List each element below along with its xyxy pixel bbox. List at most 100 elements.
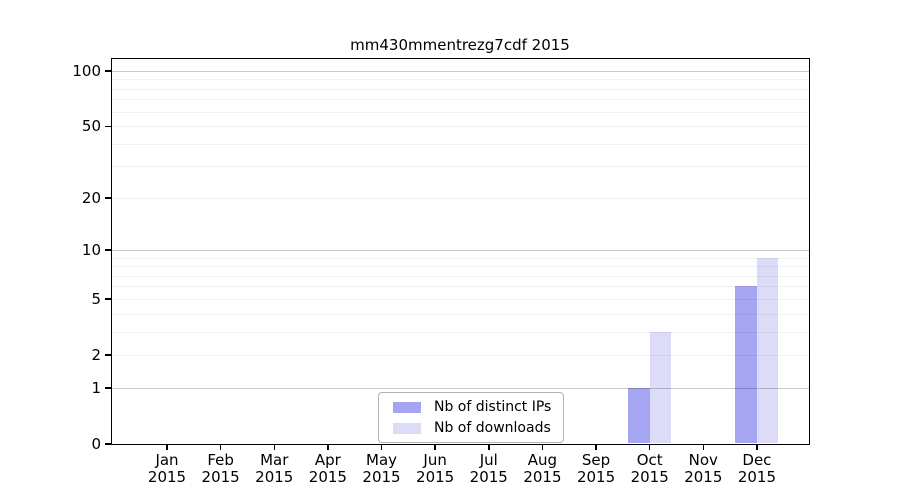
x-tick-year: 2015 <box>255 468 294 486</box>
gridline-y-5 <box>112 298 809 300</box>
y-tick-label-100: 100 <box>72 61 101 80</box>
y-tick-mark-100 <box>105 70 111 72</box>
x-tick-year: 2015 <box>416 468 455 486</box>
x-tick-label-may: May 2015 <box>340 452 424 486</box>
x-tick-month: Aug <box>527 451 558 469</box>
x-tick-month: Jan <box>155 451 179 469</box>
x-tick-month: Mar <box>260 451 289 469</box>
y-tick-mark-1 <box>105 387 111 389</box>
bar-dec-downloads <box>756 257 779 444</box>
x-tick-mark-aug <box>541 444 544 450</box>
gridline-y-90 <box>112 79 809 81</box>
gridline-y-8 <box>112 266 809 268</box>
x-tick-month: Apr <box>314 451 341 469</box>
x-tick-mark-mar <box>273 444 275 450</box>
x-tick-year: 2015 <box>201 468 240 486</box>
x-tick-year: 2015 <box>684 468 723 486</box>
x-tick-mark-feb <box>219 444 222 450</box>
legend-label-distinct-ips: Nb of distinct IPs <box>434 399 552 415</box>
x-tick-mark-may <box>380 444 383 450</box>
plot-area <box>111 58 810 445</box>
x-tick-month: Jun <box>423 451 447 469</box>
gridline-y-50 <box>112 126 809 128</box>
x-tick-label-jan: Jan 2015 <box>125 452 209 486</box>
gridline-y-30 <box>112 166 809 168</box>
x-tick-label-sep: Sep 2015 <box>554 452 638 486</box>
y-tick-mark-10 <box>105 249 111 251</box>
x-tick-label-aug: Aug 2015 <box>500 452 584 486</box>
gridline-y-100 <box>112 70 809 72</box>
x-tick-label-apr: Apr 2015 <box>286 452 370 486</box>
x-tick-mark-apr <box>327 444 329 450</box>
bars-layer <box>112 59 809 444</box>
legend-item-downloads: Nb of downloads <box>393 420 551 436</box>
y-tick-mark-5 <box>105 298 111 300</box>
bar-oct-downloads <box>649 331 672 444</box>
x-tick-label-jul: Jul 2015 <box>447 452 531 486</box>
gridline-y-9 <box>112 257 809 259</box>
x-tick-year: 2015 <box>630 468 669 486</box>
gridline-y-20 <box>112 197 809 199</box>
x-tick-mark-dec <box>756 444 758 450</box>
x-tick-label-feb: Feb 2015 <box>179 452 263 486</box>
x-tick-mark-jan <box>166 444 168 450</box>
x-tick-year: 2015 <box>362 468 401 486</box>
gridline-y-80 <box>112 88 809 90</box>
y-tick-mark-2 <box>105 354 111 356</box>
x-tick-year: 2015 <box>737 468 777 486</box>
gridline-y-4 <box>112 313 809 315</box>
gridline-y-3 <box>112 331 809 333</box>
bar-dec-distinct-ips <box>735 286 757 444</box>
x-tick-year: 2015 <box>469 468 508 486</box>
x-tick-mark-jul <box>488 444 490 450</box>
x-tick-month: Feb <box>207 451 234 469</box>
x-tick-year: 2015 <box>523 468 562 486</box>
x-tick-month: May <box>366 451 398 469</box>
y-tick-label-0: 0 <box>91 434 101 453</box>
gridline-y-40 <box>112 143 809 145</box>
x-tick-month: Jul <box>479 451 498 469</box>
x-tick-label-oct: Oct 2015 <box>608 452 692 486</box>
x-tick-mark-jun <box>434 444 436 450</box>
gridlines-layer <box>112 59 809 444</box>
y-tick-label-10: 10 <box>81 240 101 259</box>
gridline-y-60 <box>112 111 809 113</box>
y-tick-label-2: 2 <box>91 345 101 364</box>
x-tick-label-nov: Nov 2015 <box>661 452 745 486</box>
gridline-y-1 <box>112 387 809 389</box>
y-tick-label-20: 20 <box>81 188 101 207</box>
y-tick-label-1: 1 <box>91 378 101 397</box>
bar-oct-distinct-ips <box>628 387 650 444</box>
gridline-y-2 <box>112 354 809 356</box>
x-tick-year: 2015 <box>308 468 347 486</box>
x-tick-label-mar: Mar 2015 <box>232 452 316 486</box>
gridline-y-6 <box>112 286 809 288</box>
plot-frame <box>111 58 810 445</box>
chart-title: mm430mmentrezg7cdf 2015 <box>350 36 570 54</box>
y-tick-label-5: 5 <box>91 289 101 308</box>
x-tick-mark-nov <box>702 444 705 450</box>
x-tick-mark-sep <box>595 444 597 450</box>
y-tick-label-50: 50 <box>81 117 101 136</box>
legend-item-distinct-ips: Nb of distinct IPs <box>393 399 551 415</box>
gridline-y-70 <box>112 99 809 101</box>
gridline-y-10 <box>112 249 809 251</box>
x-tick-month: Oct <box>636 451 663 469</box>
x-tick-month: Sep <box>581 451 611 469</box>
legend: Nb of distinct IPs Nb of downloads <box>378 392 565 443</box>
x-tick-year: 2015 <box>147 468 187 486</box>
x-tick-month: Dec <box>742 451 772 469</box>
y-tick-mark-20 <box>105 197 111 199</box>
legend-label-downloads: Nb of downloads <box>434 420 551 436</box>
x-tick-month: Nov <box>688 451 718 469</box>
x-tick-label-dec: Dec 2015 <box>715 452 799 486</box>
y-tick-mark-50 <box>105 125 111 128</box>
legend-swatch-downloads <box>393 422 421 434</box>
x-tick-mark-oct <box>648 444 651 450</box>
x-tick-label-jun: Jun 2015 <box>393 452 477 486</box>
y-tick-mark-0 <box>105 443 111 445</box>
legend-swatch-distinct-ips <box>393 401 421 413</box>
x-tick-year: 2015 <box>576 468 616 486</box>
gridline-y-7 <box>112 275 809 277</box>
